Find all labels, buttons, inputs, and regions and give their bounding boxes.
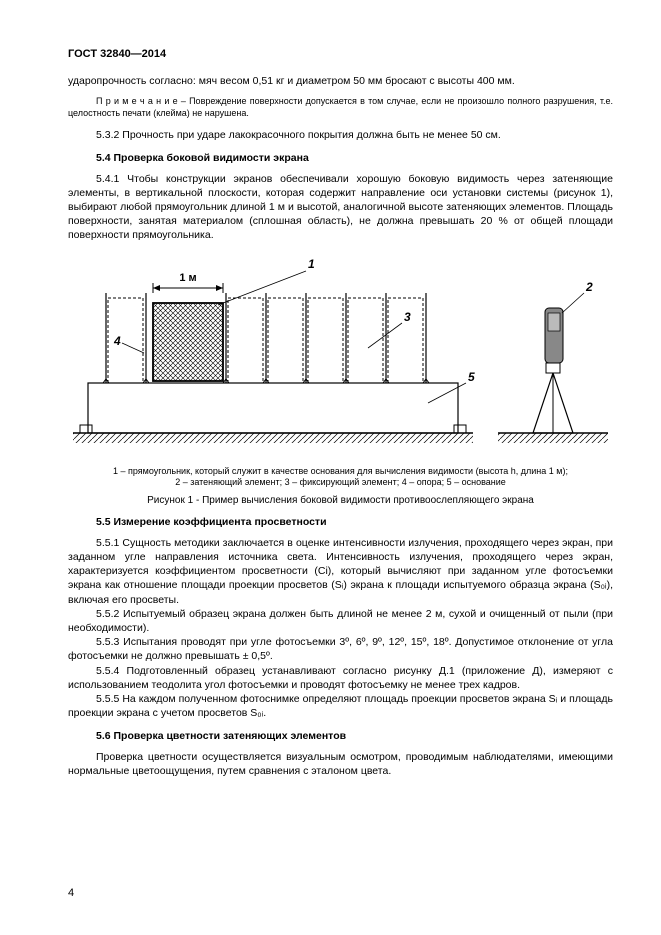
paragraph-5.5.2: 5.5.2 Испытуемый образец экрана должен б… — [68, 607, 613, 635]
svg-text:3: 3 — [404, 310, 411, 324]
figure-1: 1 м 1 3 4 5 2 — [68, 253, 613, 458]
svg-text:1 м: 1 м — [179, 272, 196, 284]
svg-text:5: 5 — [468, 370, 475, 384]
paragraph-5.4.1: 5.4.1 Чтобы конструкции экранов обеспечи… — [68, 172, 613, 243]
section-5.5-title: 5.5 Измерение коэффициента просветности — [68, 516, 613, 528]
paragraph-5.3.2: 5.3.2 Прочность при ударе лакокрасочного… — [68, 128, 613, 142]
figure-1-svg: 1 м 1 3 4 5 2 — [68, 253, 613, 453]
figure-1-legend: 1 – прямоугольник, который служит в каче… — [68, 466, 613, 489]
figure-1-title: Рисунок 1 - Пример вычисления боковой ви… — [68, 495, 613, 506]
section-5.6-title: 5.6 Проверка цветности затеняющих элемен… — [68, 730, 613, 742]
paragraph-5.5.1: 5.5.1 Сущность методики заключается в оц… — [68, 536, 613, 607]
svg-text:2: 2 — [585, 280, 593, 294]
paragraph-impact: ударопрочность согласно: мяч весом 0,51 … — [68, 74, 613, 88]
paragraph-5.5.4: 5.5.4 Подготовленный образец устанавлива… — [68, 664, 613, 692]
paragraph-5.6: Проверка цветности осуществляется визуал… — [68, 750, 613, 778]
paragraph-5.5.5: 5.5.5 На каждом полученном фотоснимке оп… — [68, 692, 613, 720]
note-1: П р и м е ч а н и е – Повреждение поверх… — [68, 96, 613, 119]
section-5.4-title: 5.4 Проверка боковой видимости экрана — [68, 152, 613, 164]
page-number: 4 — [68, 887, 74, 899]
paragraph-5.5.3: 5.5.3 Испытания проводят при угле фотосъ… — [68, 635, 613, 663]
page: ГОСТ 32840—2014 ударопрочность согласно:… — [0, 0, 661, 935]
svg-text:1: 1 — [308, 257, 315, 271]
svg-text:4: 4 — [113, 334, 121, 348]
document-header: ГОСТ 32840—2014 — [68, 48, 613, 60]
